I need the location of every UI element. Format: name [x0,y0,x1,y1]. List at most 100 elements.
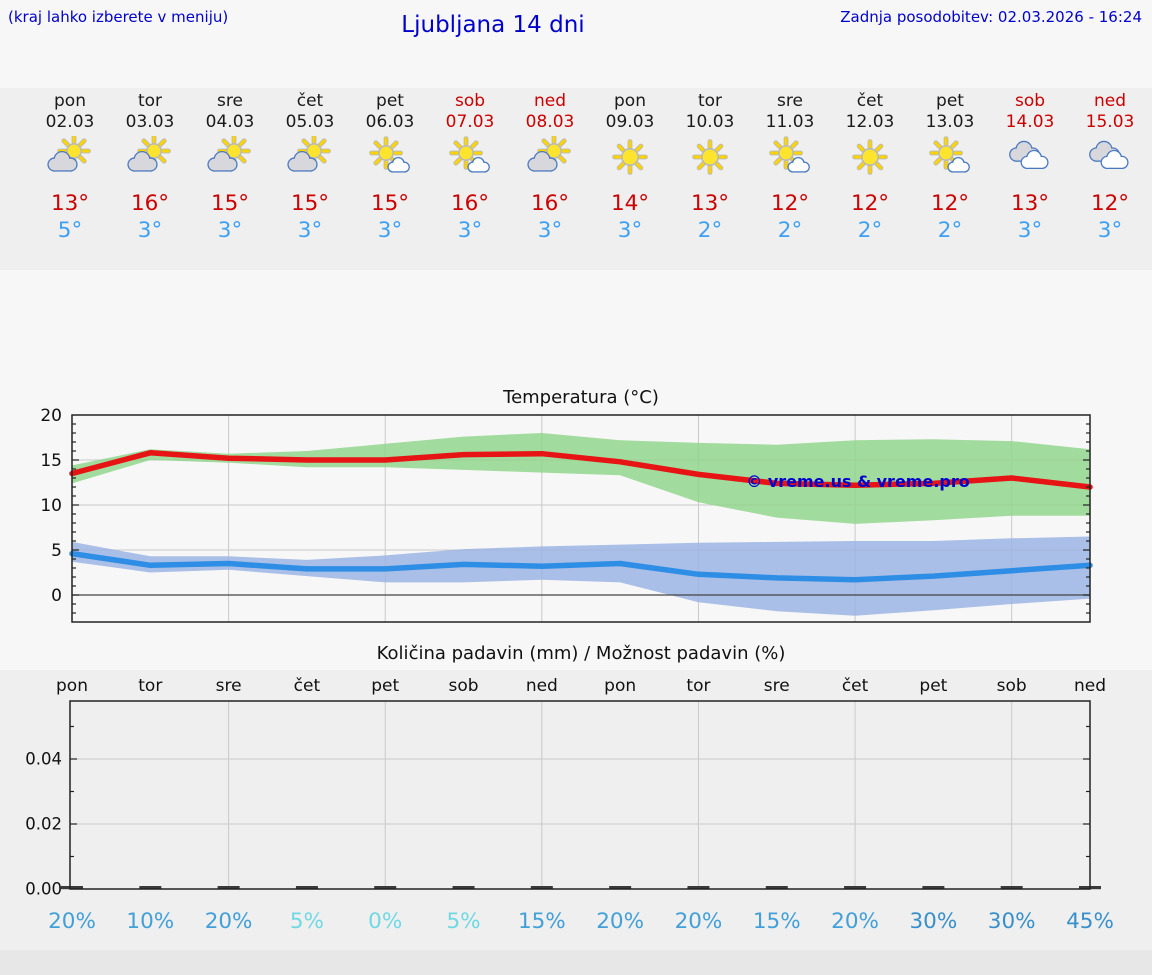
precip-axis-labels: 0.00 0.02 0.04 [25,750,62,899]
min-temperature-range-band [72,536,1090,616]
mostly-sunny-icon [750,136,830,182]
svg-text:10%: 10% [126,909,174,934]
svg-text:pon: pon [56,676,88,696]
low-temp: 3° [377,218,403,243]
low-temp: 3° [217,218,243,243]
svg-text:sre: sre [764,676,790,696]
precip-zero-bars [61,886,1101,890]
max-temperature-line [69,450,1093,490]
svg-text:0: 0 [51,586,62,606]
svg-text:0.02: 0.02 [25,815,62,834]
svg-text:pet: pet [371,676,399,696]
day-name: čet [856,91,884,111]
precip-day-labels: pon tor sre čet pet sob ned pon tor sre čet pet sob n… [56,676,1106,696]
day-date: 06.03 [365,112,415,132]
partly-cloudy-icon [110,134,190,182]
svg-text:0.04: 0.04 [25,750,62,769]
day-name: pet [376,91,404,111]
svg-text:5%: 5% [446,909,480,934]
precip-chart-title: Količina padavin (mm) / Možnost padavin … [376,643,786,664]
sunny-icon [670,136,750,182]
svg-text:20%: 20% [205,909,253,934]
day-name: sob [1014,91,1046,111]
svg-text:0%: 0% [368,909,402,934]
day-date: 15.03 [1085,112,1135,132]
svg-text:30%: 30% [988,909,1036,934]
day-date: 12.03 [845,112,895,132]
low-temp: 2° [697,218,723,243]
low-temp: 3° [1097,218,1123,243]
mostly-sunny-icon [910,136,990,182]
sunny-icon [590,136,670,182]
low-temp: 2° [857,218,883,243]
svg-text:15%: 15% [753,909,801,934]
day-date: 13.03 [925,112,975,132]
forecast-day: sob 14.03 13° 3° [990,88,1070,270]
min-temperature-line [69,550,1093,583]
day-name: čet [296,91,324,111]
low-temp: 3° [617,218,643,243]
day-date: 02.03 [45,112,95,132]
low-temp: 3° [537,218,563,243]
temp-chart-watermark: © vreme.us & vreme.pro [746,472,969,491]
high-temp: 16° [130,191,170,216]
forecast-day: pet 06.03 15° 3° [350,88,430,270]
mostly-sunny-icon [350,136,430,182]
svg-text:10: 10 [40,496,62,516]
mostly-sunny-icon [430,136,510,182]
svg-text:15%: 15% [518,909,566,934]
day-date: 14.03 [1005,112,1055,132]
svg-text:20%: 20% [675,909,723,934]
high-temp: 14° [610,191,650,216]
forecast-day: tor 10.03 13° 2° [670,88,750,270]
footer-bar [0,950,1152,975]
day-date: 03.03 [125,112,175,132]
svg-text:pon: pon [604,676,636,696]
partly-cloudy-icon [270,134,350,182]
low-temp: 2° [937,218,963,243]
high-temp: 12° [930,191,970,216]
high-temp: 16° [530,191,570,216]
day-date: 04.03 [205,112,255,132]
day-name: sre [217,91,243,111]
high-temp: 13° [690,191,730,216]
day-name: ned [1093,91,1127,111]
low-temp: 3° [137,218,163,243]
max-temperature-range-band [72,433,1090,524]
temperature-chart: 0 5 10 15 20 © vreme.us & vreme.pro [40,406,1093,623]
high-temp: 13° [1010,191,1050,216]
svg-text:pet: pet [919,676,947,696]
low-temp: 3° [297,218,323,243]
svg-text:čet: čet [294,676,321,696]
low-temp: 3° [457,218,483,243]
temp-chart-title: Temperatura (°C) [503,387,659,408]
temp-axis-labels: 0 5 10 15 20 [40,406,62,606]
svg-text:0.00: 0.00 [25,880,62,899]
svg-text:tor: tor [138,676,162,696]
page-title: Ljubljana 14 dni [401,12,585,38]
svg-text:20%: 20% [596,909,644,934]
high-temp: 12° [850,191,890,216]
svg-text:30%: 30% [909,909,957,934]
forecast-day: ned 08.03 16° 3° [510,88,590,270]
day-name: sob [454,91,486,111]
last-update: Zadnja posodobitev: 02.03.2026 - 16:24 [840,8,1142,26]
sunny-icon [830,136,910,182]
cloudy-icon [990,136,1070,182]
svg-text:20: 20 [40,406,62,426]
forecast-day: pet 13.03 12° 2° [910,88,990,270]
day-date: 10.03 [685,112,735,132]
forecast-day: čet 05.03 15° 3° [270,88,350,270]
partly-cloudy-icon [30,134,110,182]
high-temp: 15° [370,191,410,216]
svg-text:5%: 5% [290,909,324,934]
forecast-day: pon 02.03 13° 5° [30,88,110,270]
svg-text:tor: tor [686,676,710,696]
forecast-day: sob 07.03 16° 3° [430,88,510,270]
day-name: pon [54,91,86,111]
day-name: tor [137,91,163,111]
low-temp: 3° [1017,218,1043,243]
svg-text:čet: čet [842,676,869,696]
svg-text:20%: 20% [831,909,879,934]
high-temp: 12° [1090,191,1130,216]
